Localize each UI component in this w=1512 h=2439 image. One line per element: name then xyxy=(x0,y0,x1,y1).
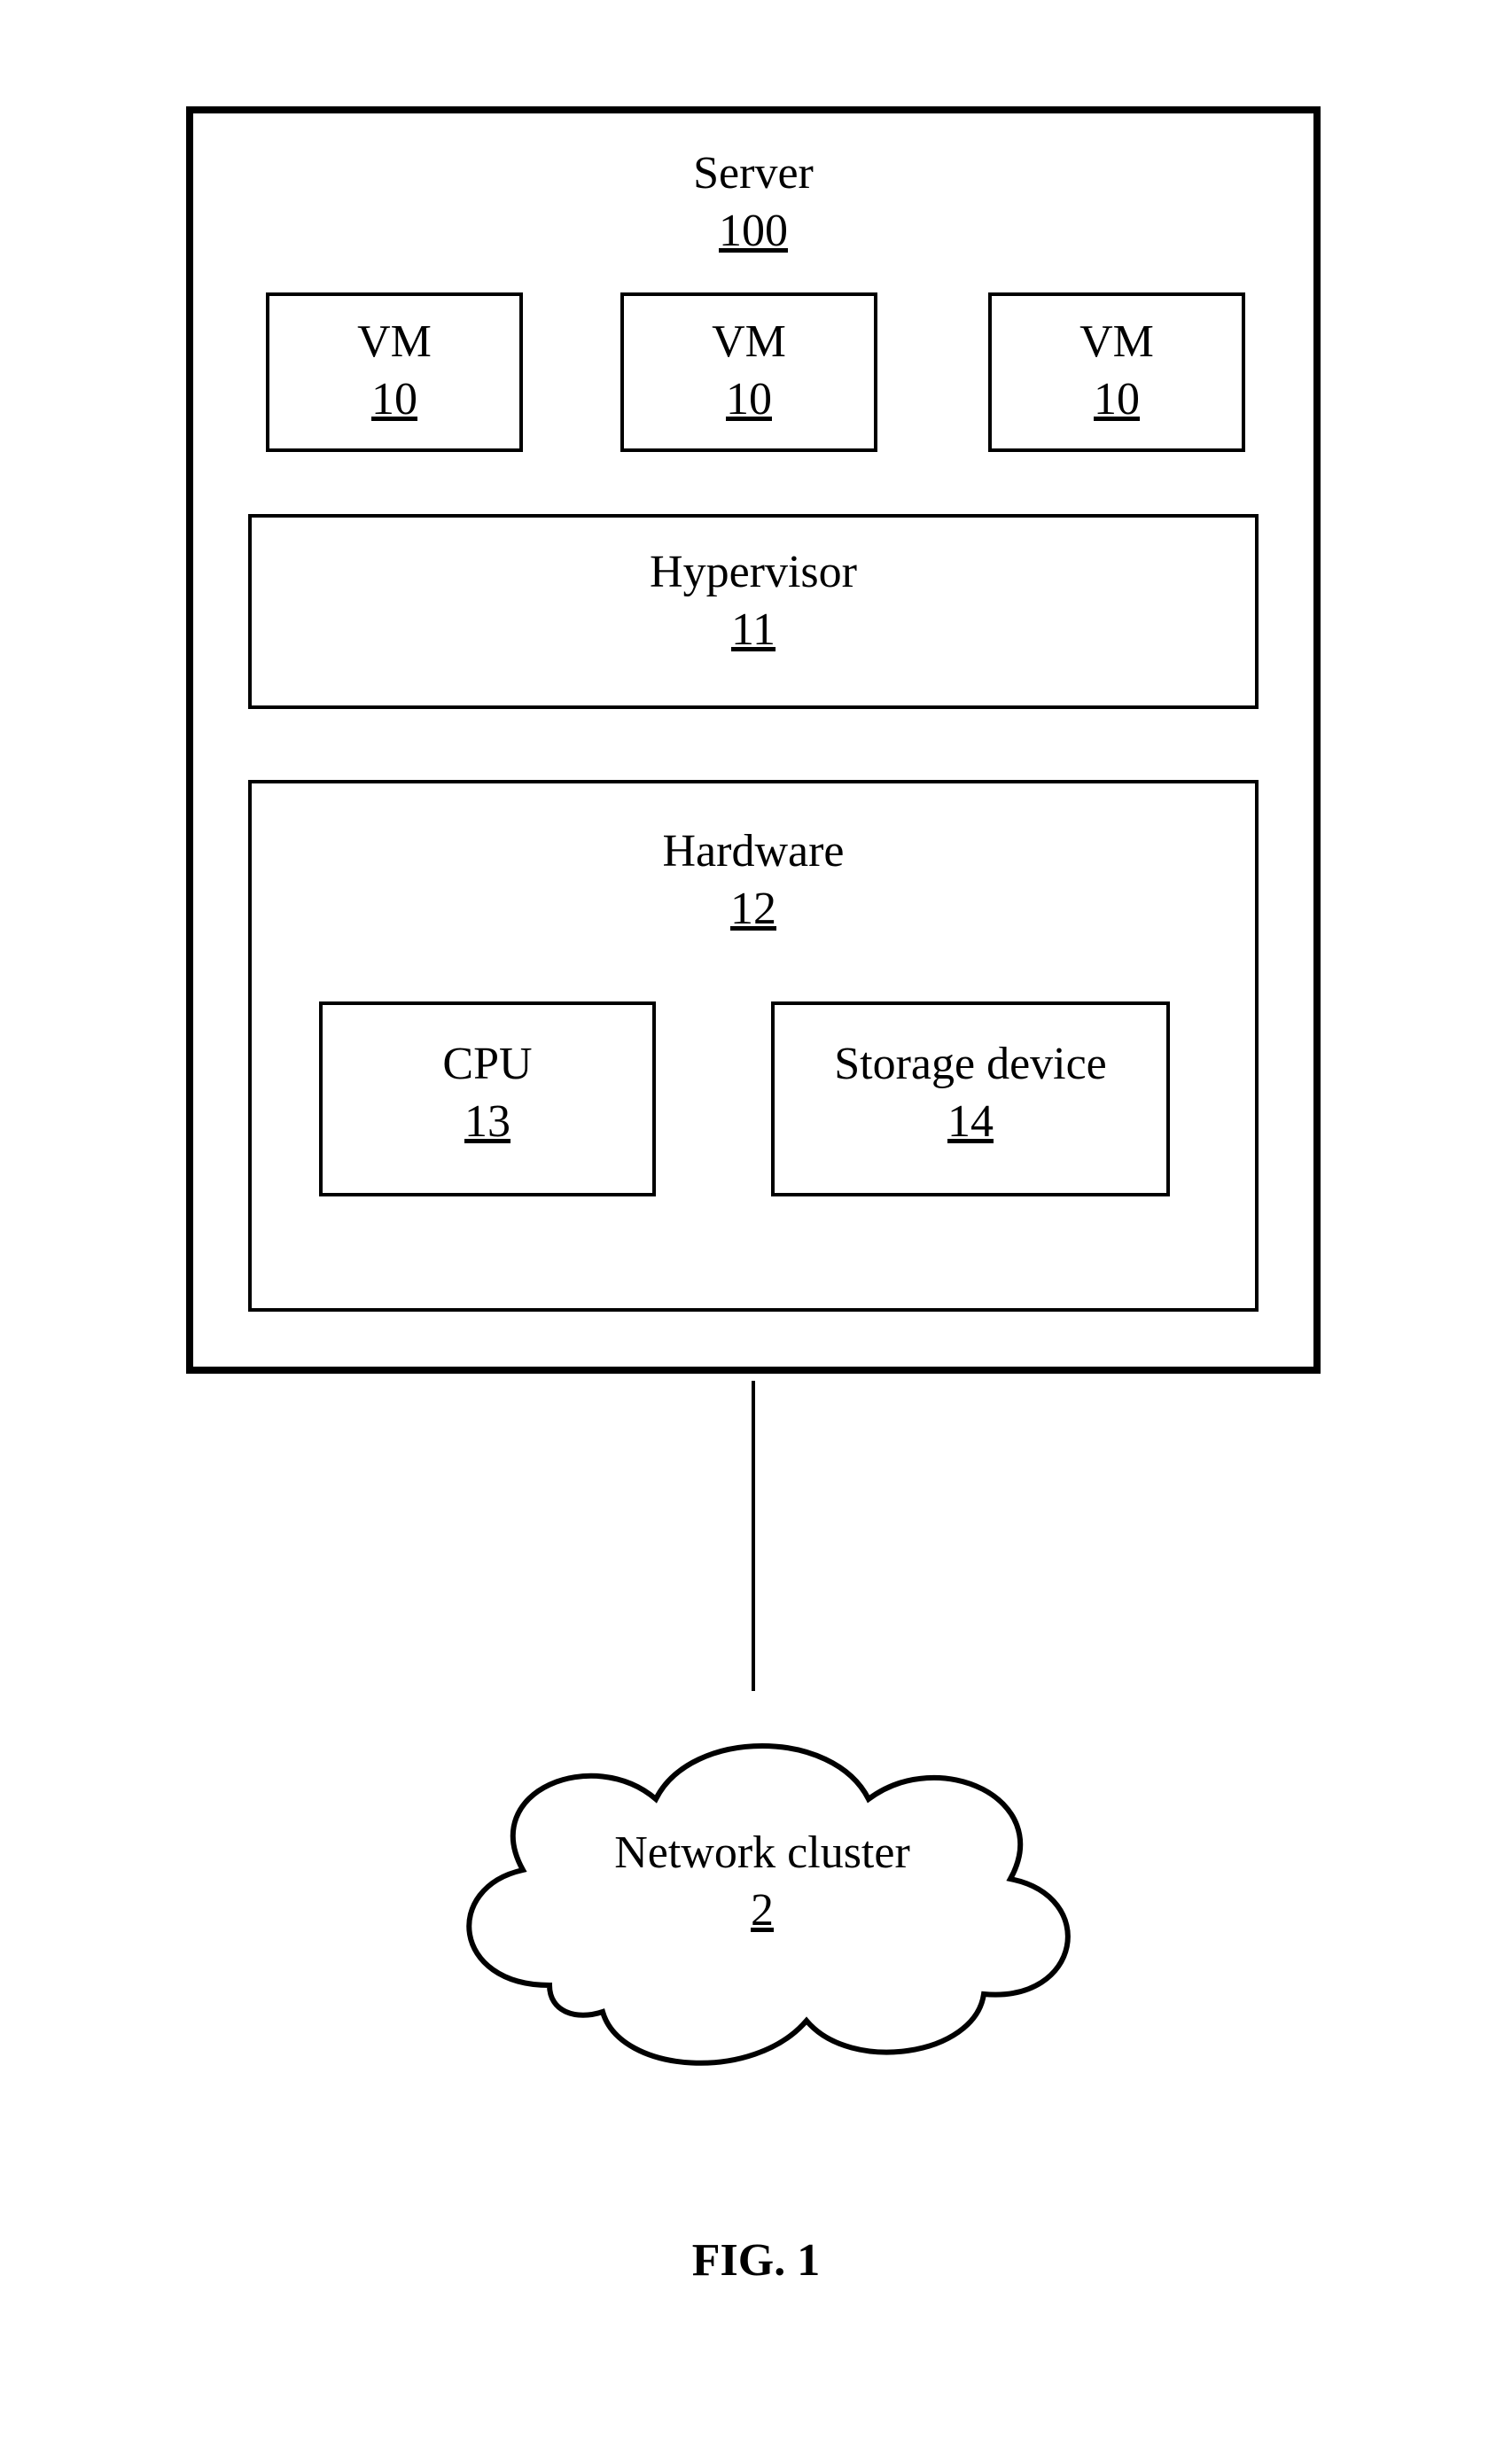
vm3-ref: 10 xyxy=(988,372,1245,427)
cpu-ref: 13 xyxy=(319,1095,656,1149)
hardware-ref: 12 xyxy=(248,882,1259,937)
server-label: Server xyxy=(186,146,1321,201)
hardware-label: Hardware xyxy=(248,824,1259,879)
figure-caption: FIG. 1 xyxy=(0,2233,1512,2288)
cloud-ref: 2 xyxy=(399,1883,1126,1938)
storage-label: Storage device xyxy=(771,1037,1170,1092)
hypervisor-label: Hypervisor xyxy=(248,545,1259,600)
vm2-ref: 10 xyxy=(620,372,877,427)
vm2-label: VM xyxy=(620,315,877,370)
vm1-ref: 10 xyxy=(266,372,523,427)
server-to-cloud-connector xyxy=(752,1381,755,1691)
cloud-label: Network cluster xyxy=(399,1826,1126,1881)
vm3-label: VM xyxy=(988,315,1245,370)
vm1-label: VM xyxy=(266,315,523,370)
diagram-canvas: Server 100 VM 10 VM 10 VM 10 Hypervisor … xyxy=(0,0,1512,2439)
storage-ref: 14 xyxy=(771,1095,1170,1149)
server-ref: 100 xyxy=(186,204,1321,259)
hypervisor-ref: 11 xyxy=(248,603,1259,658)
cpu-label: CPU xyxy=(319,1037,656,1092)
